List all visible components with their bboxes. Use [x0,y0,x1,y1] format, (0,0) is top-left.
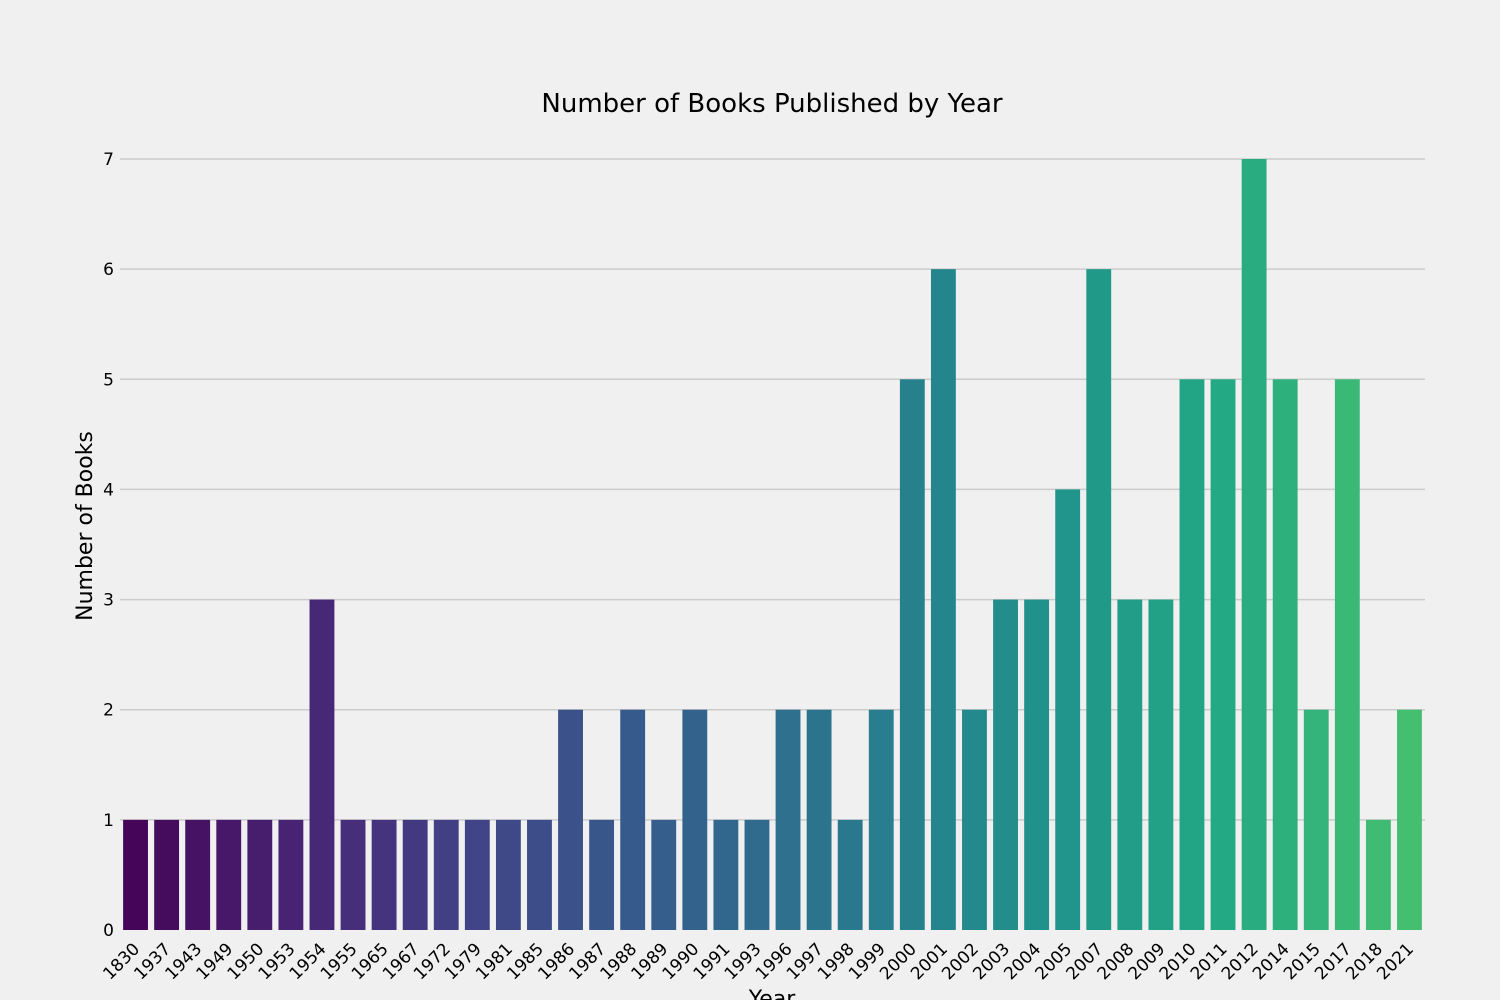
y-tick-labels: 0 1 2 3 4 5 6 7 [103,150,114,941]
bar-1990 [682,709,708,930]
bar-1937 [154,819,180,930]
x-tick-labels: 1830193719431949195019531954195519651967… [99,939,1418,984]
bar-1949 [216,819,242,930]
bar-1953 [278,819,304,930]
chart-title: Number of Books Published by Year [541,89,1003,119]
bar-1943 [185,819,211,930]
bar-2009 [1148,599,1174,930]
bar-1997 [806,709,832,930]
bar-1981 [495,819,521,930]
bar-2001 [930,269,956,931]
y-tick-label: 3 [103,591,114,611]
bar-1985 [527,819,552,930]
bar-1830 [123,819,148,930]
bar-2010 [1179,379,1205,930]
bar-1965 [371,819,397,930]
bar-2015 [1303,709,1329,930]
bar-2011 [1210,379,1236,930]
bar-1967 [402,819,428,930]
bar-1986 [558,709,583,930]
bars [123,159,1422,931]
y-axis-label: Number of Books [73,431,98,621]
bar-1972 [433,819,459,930]
x-axis-label: Year [748,987,797,1000]
bar-2002 [962,709,987,930]
y-tick-label: 7 [103,150,114,170]
bar-2000 [899,379,925,930]
bar-1979 [464,819,490,930]
bar-2014 [1272,379,1298,930]
bar-1987 [589,819,615,930]
bar-1999 [868,709,894,930]
bar-1998 [837,819,863,930]
y-tick-label: 5 [103,370,114,390]
bar-1989 [651,819,677,930]
bar-2003 [993,599,1018,930]
y-tick-label: 4 [103,480,114,500]
y-tick-label: 2 [103,701,114,721]
bar-2008 [1117,599,1143,930]
bar-1988 [620,709,646,930]
bar-1996 [775,709,801,930]
bar-1954 [309,599,335,930]
bar-2018 [1365,819,1391,930]
bar-2012 [1241,159,1267,930]
y-tick-label: 1 [103,811,114,831]
bar-2004 [1024,599,1050,930]
bar-1993 [744,819,770,930]
bar-2007 [1086,269,1112,931]
x-tick-label: 2021 [1373,939,1418,984]
bar-1955 [340,819,366,930]
bar-1950 [247,819,273,930]
bar-2021 [1397,709,1422,930]
y-tick-label: 0 [103,921,114,941]
y-tick-label: 6 [103,260,114,280]
gridlines [120,158,1425,821]
bar-2017 [1334,379,1360,930]
bar-1991 [713,819,739,930]
bar-2005 [1055,489,1081,930]
